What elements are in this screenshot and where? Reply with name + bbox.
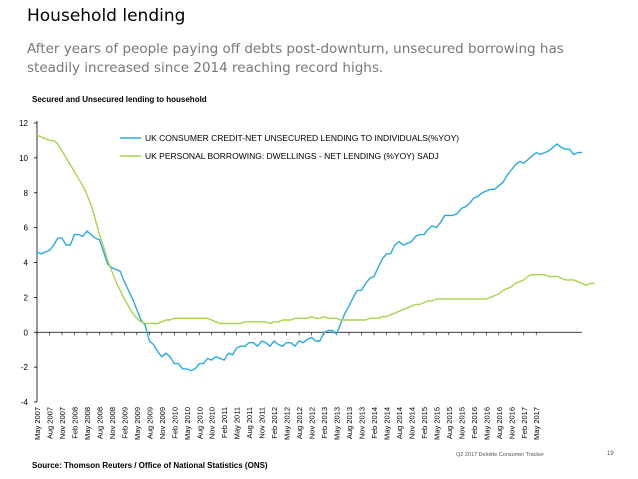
x-tick-label: May 2017 <box>532 407 541 440</box>
x-tick-label: Nov 2016 <box>507 407 516 439</box>
y-tick-label: 0 <box>24 328 29 337</box>
y-tick-label: 10 <box>19 154 28 163</box>
x-tick-label: Aug 2015 <box>445 407 454 439</box>
x-tick-label: Nov 2014 <box>407 407 416 439</box>
x-tick-label: Nov 2007 <box>58 407 67 439</box>
x-tick-label: Aug 2016 <box>495 407 504 439</box>
legend-label-1: UK CONSUMER CREDIT-NET UNSECURED LENDING… <box>145 133 459 143</box>
y-tick-label: 4 <box>24 259 29 268</box>
x-tick-label: Aug 2012 <box>295 407 304 439</box>
x-tick-label: May 2012 <box>283 407 292 440</box>
page-number: 19 <box>607 451 614 457</box>
x-tick-label: Aug 2013 <box>345 407 354 439</box>
x-tick-label: May 2009 <box>133 407 142 440</box>
x-tick-label: Feb 2017 <box>520 407 529 439</box>
x-tick-label: Aug 2014 <box>395 407 404 439</box>
x-tick-label: May 2010 <box>183 407 192 440</box>
x-tick-label: Feb 2012 <box>270 407 279 439</box>
footer-brand: Q2 2017 Deloitte Consumer Tracker <box>456 452 545 458</box>
y-tick-label: 2 <box>24 293 29 302</box>
x-tick-label: Nov 2009 <box>158 407 167 439</box>
y-tick-label: -2 <box>21 363 29 372</box>
x-tick-label: Feb 2014 <box>370 407 379 439</box>
x-tick-label: May 2008 <box>83 407 92 440</box>
x-tick-label: Nov 2011 <box>258 407 267 439</box>
x-tick-label: May 2016 <box>482 407 491 440</box>
y-tick-label: 12 <box>19 119 28 128</box>
x-tick-label: Aug 2010 <box>195 407 204 439</box>
y-tick-label: 8 <box>24 189 29 198</box>
x-tick-label: Feb 2009 <box>120 407 129 439</box>
page-title: Household lending <box>27 6 186 26</box>
x-tick-label: Feb 2015 <box>420 407 429 439</box>
page-subtitle: After years of people paying off debts p… <box>27 41 564 76</box>
x-tick-label: May 2013 <box>333 407 342 440</box>
y-tick-label: 6 <box>24 224 29 233</box>
x-tick-label: May 2011 <box>233 407 242 439</box>
x-tick-label: May 2015 <box>432 407 441 440</box>
x-tick-label: Aug 2008 <box>95 407 104 439</box>
x-tick-label: May 2007 <box>33 407 42 440</box>
chart-title: Secured and Unsecured lending to househo… <box>32 95 207 104</box>
x-tick-label: Feb 2016 <box>470 407 479 439</box>
x-tick-label: Nov 2010 <box>208 407 217 439</box>
x-tick-label: Aug 2009 <box>145 407 154 439</box>
x-tick-label: Aug 2007 <box>45 407 54 439</box>
source-note: Source: Thomson Reuters / Office of Nati… <box>32 461 268 470</box>
x-tick-label: May 2014 <box>382 407 391 440</box>
x-tick-label: Nov 2012 <box>308 407 317 439</box>
x-tick-label: Nov 2008 <box>108 407 117 439</box>
x-tick-label: Feb 2010 <box>170 407 179 439</box>
x-tick-label: Nov 2013 <box>358 407 367 439</box>
x-tick-label: Feb 2011 <box>220 407 229 438</box>
x-tick-label: Nov 2015 <box>457 407 466 439</box>
series-line-1 <box>36 143 582 372</box>
x-tick-label: Aug 2011 <box>245 407 254 439</box>
legend-label-2: UK PERSONAL BORROWING: DWELLINGS - NET L… <box>145 151 439 161</box>
y-tick-label: -4 <box>21 398 29 407</box>
x-tick-label: Feb 2013 <box>320 407 329 439</box>
x-tick-label: Feb 2008 <box>70 407 79 439</box>
series-line-2 <box>36 134 595 325</box>
